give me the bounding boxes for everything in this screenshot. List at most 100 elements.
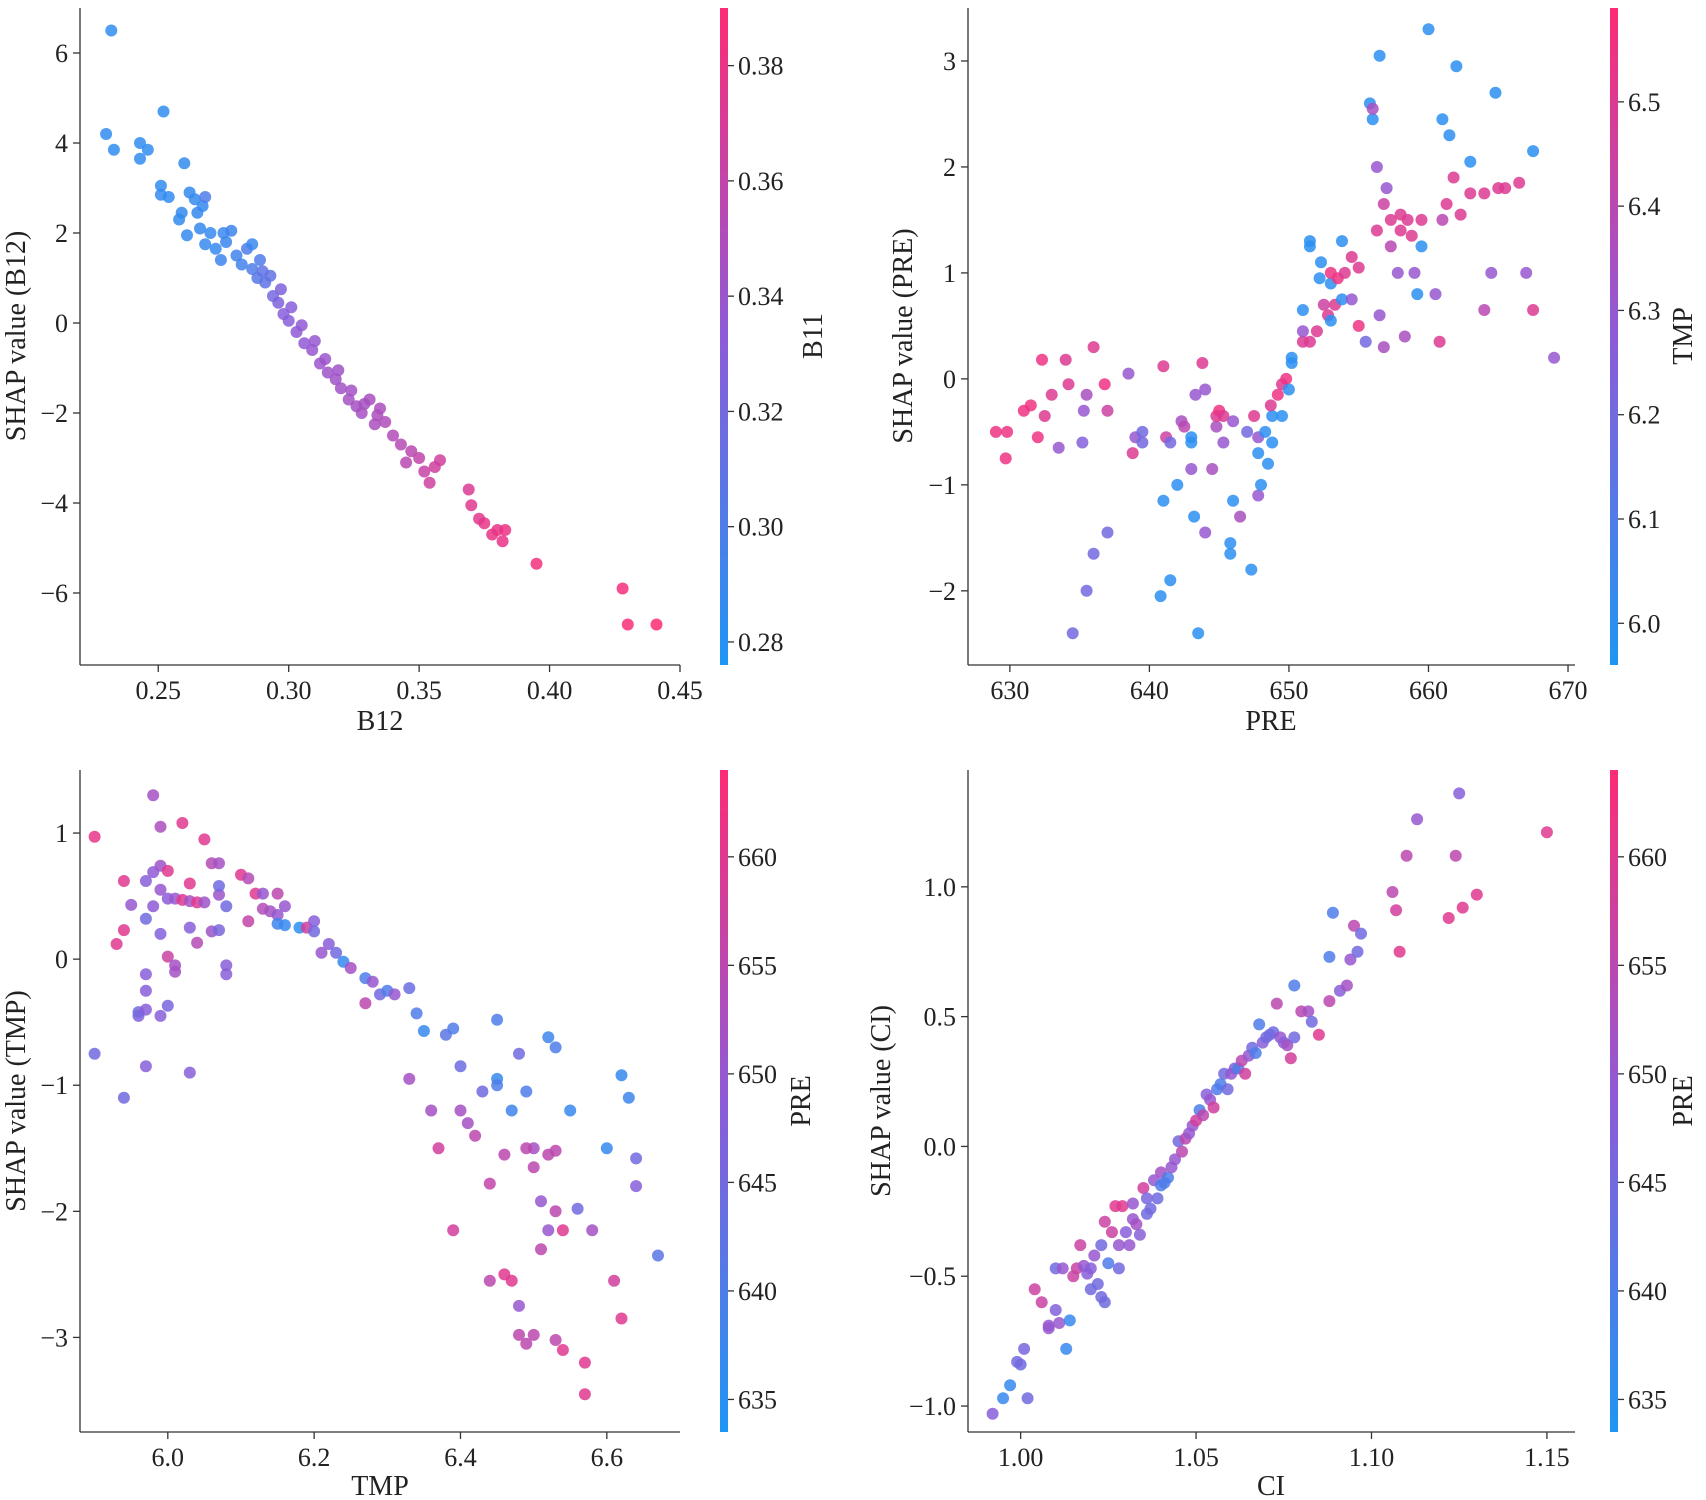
b12-point <box>178 157 191 170</box>
tmp-point <box>491 1013 504 1026</box>
tmp-x-axis-label: TMP <box>351 1471 409 1500</box>
b12-point <box>355 407 368 419</box>
b12-colorbar-ticks: 0.28 0.30 0.32 0.34 0.36 0.38 <box>728 52 784 657</box>
ci-colorbar-tick-label: 660 <box>1628 843 1667 872</box>
pre-point <box>1464 187 1477 200</box>
b12-point <box>379 416 392 428</box>
b12-point <box>181 229 193 242</box>
tmp-point <box>403 982 416 995</box>
pre-y-tick-label: −2 <box>928 577 956 606</box>
ci-x-tick-label: 1.05 <box>1173 1443 1219 1472</box>
ci-point <box>1035 1296 1048 1309</box>
tmp-point <box>600 1142 613 1155</box>
tmp-point <box>271 887 284 900</box>
b12-y-tick-label: −4 <box>40 489 68 518</box>
b12-colorbar-tick-label: 0.30 <box>738 513 784 542</box>
panel-b12: 0.25 0.30 0.35 0.40 0.45 −6 −4 −2 0 2 4 6 B12 SHAP… <box>1 8 829 737</box>
tmp-point <box>425 1104 438 1117</box>
ci-point <box>1018 1342 1031 1355</box>
pre-x-axis-label: PRE <box>1245 706 1296 737</box>
b12-point <box>173 213 186 226</box>
b12-colorbar-tick-label: 0.36 <box>738 167 784 196</box>
pre-x-tick-label: 650 <box>1269 676 1308 705</box>
pre-point <box>1317 298 1330 311</box>
pre-point <box>1499 182 1512 195</box>
ci-point <box>1060 1342 1073 1355</box>
pre-point <box>1359 335 1372 348</box>
b12-point <box>235 258 248 271</box>
b12-point <box>423 476 436 489</box>
ci-point <box>1323 995 1336 1008</box>
tmp-point <box>630 1152 643 1165</box>
ci-x-tick-label: 1.00 <box>998 1443 1044 1472</box>
ci-point <box>1390 904 1403 917</box>
tmp-y-ticks: −3 −2 −1 0 1 <box>40 819 80 1352</box>
b12-x-tick-label: 0.45 <box>657 676 703 705</box>
pre-point <box>1245 563 1258 576</box>
pre-point <box>1076 436 1089 449</box>
pre-point <box>1045 388 1058 401</box>
tmp-point <box>571 1202 584 1215</box>
pre-point <box>1478 304 1491 316</box>
tmp-point <box>549 1205 562 1218</box>
pre-point <box>1122 367 1135 380</box>
pre-point <box>1185 436 1198 449</box>
tmp-point <box>183 921 196 934</box>
pre-point <box>1038 410 1051 422</box>
pre-point <box>1384 240 1397 253</box>
pre-point <box>1252 447 1265 460</box>
ci-point <box>1074 1239 1087 1252</box>
tmp-point <box>549 1334 562 1346</box>
tmp-point <box>220 900 233 913</box>
tmp-point <box>117 875 130 887</box>
tmp-x-tick-label: 6.2 <box>298 1443 331 1472</box>
pre-point <box>1429 288 1442 301</box>
ci-point <box>1102 1257 1115 1270</box>
pre-point <box>1024 399 1037 412</box>
pre-point <box>1266 436 1279 449</box>
b12-point <box>499 524 512 536</box>
tmp-colorbar-tick-label: 650 <box>738 1060 777 1089</box>
pre-point <box>1189 388 1202 401</box>
tmp-point <box>161 864 174 877</box>
pre-colorbar-tick-label: 6.5 <box>1628 88 1661 117</box>
b12-point <box>405 445 418 458</box>
pre-point <box>1227 415 1240 428</box>
b12-y-tick-label: −6 <box>40 579 68 608</box>
pre-point <box>1280 372 1293 385</box>
pre-colorbar-tick-label: 6.1 <box>1628 505 1661 534</box>
b12-y-tick-label: 0 <box>55 309 68 338</box>
pre-points <box>989 23 1561 640</box>
tmp-points <box>88 789 664 1401</box>
pre-point <box>989 425 1002 438</box>
tmp-y-tick-label: −2 <box>40 1197 68 1226</box>
ci-point <box>1116 1200 1129 1213</box>
tmp-point <box>615 1312 628 1325</box>
pre-point <box>1077 404 1090 417</box>
tmp-point <box>88 830 101 843</box>
b12-y-ticks: −6 −4 −2 0 2 4 6 <box>40 39 80 608</box>
ci-point <box>1442 912 1455 924</box>
ci-point <box>1470 888 1483 901</box>
ci-point <box>1088 1249 1101 1262</box>
tmp-point <box>549 1041 562 1054</box>
tmp-point <box>139 1060 152 1073</box>
tmp-point <box>147 789 160 802</box>
tmp-point <box>483 1177 496 1190</box>
ci-point <box>1053 1317 1066 1329</box>
b12-point <box>264 269 277 282</box>
b12-point <box>134 137 146 149</box>
tmp-point <box>154 883 167 896</box>
tmp-point <box>469 1129 482 1142</box>
b12-point <box>274 283 287 296</box>
b12-point <box>496 535 509 548</box>
tmp-point <box>242 915 255 928</box>
b12-point <box>418 465 431 478</box>
tmp-point <box>505 1104 518 1117</box>
pre-point <box>1276 410 1288 422</box>
tmp-point <box>476 1085 489 1098</box>
b12-x-tick-label: 0.40 <box>527 676 573 705</box>
pre-point <box>1217 410 1230 422</box>
pre-point <box>1157 360 1170 373</box>
tmp-point <box>491 1079 504 1092</box>
